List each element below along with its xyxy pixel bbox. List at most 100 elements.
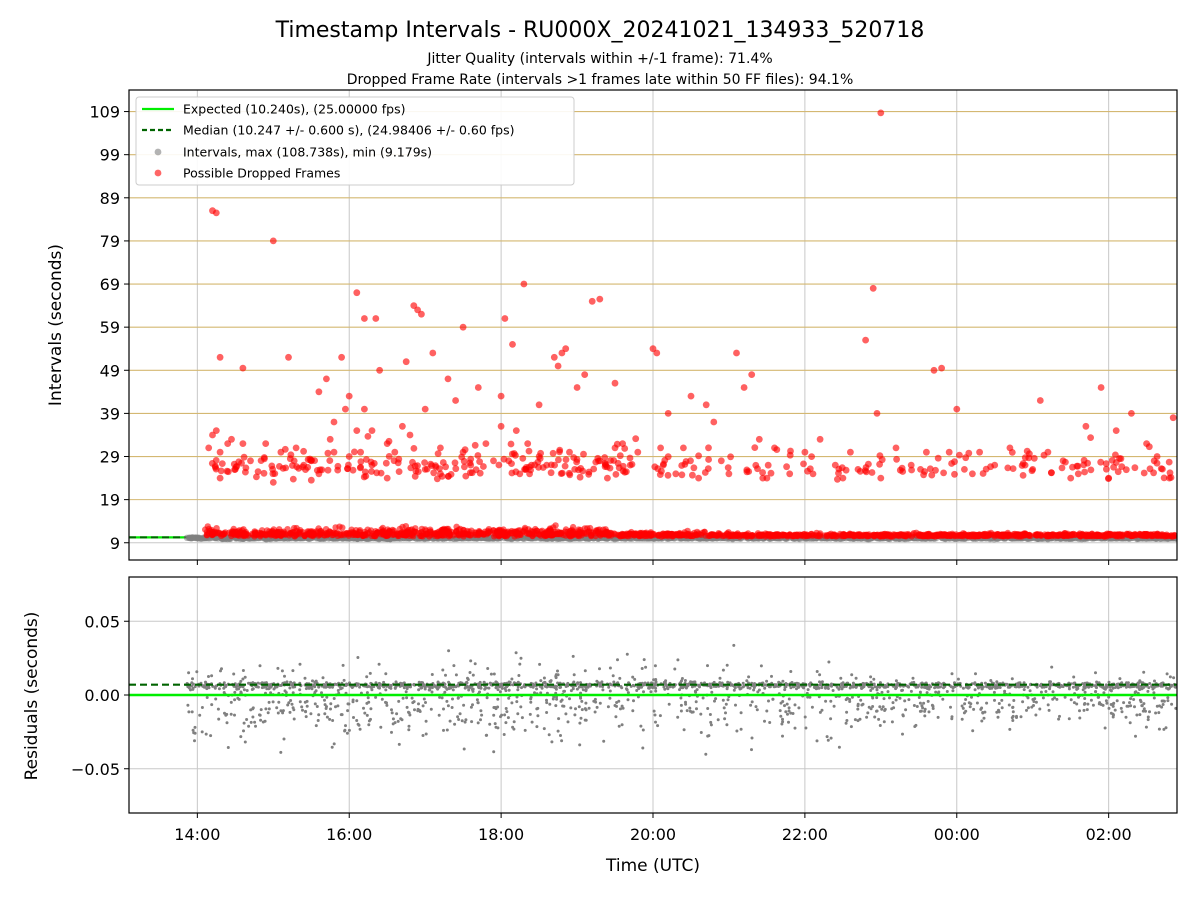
dropped-frame-point — [581, 371, 589, 378]
residual-point — [1101, 703, 1105, 707]
top-y-tick-label: 49 — [100, 361, 120, 380]
dropped-frame-point — [702, 401, 710, 409]
dropped-frame-point — [212, 465, 220, 473]
dropped-frame-point — [664, 471, 672, 479]
residual-points — [185, 643, 1177, 756]
residual-point — [654, 689, 658, 693]
residual-point — [594, 700, 598, 704]
residual-point — [992, 690, 996, 694]
residual-point — [903, 699, 907, 703]
dropped-frame-point — [892, 444, 900, 452]
dropped-frame-point — [1064, 531, 1071, 539]
residual-point — [542, 727, 546, 731]
residual-point — [1098, 701, 1102, 705]
residual-point — [739, 727, 743, 731]
dropped-frame-point — [1146, 465, 1154, 473]
dropped-frame-point — [473, 531, 480, 538]
residual-point — [571, 654, 575, 658]
dropped-frame-point — [357, 458, 365, 465]
residual-point — [190, 710, 194, 714]
dropped-frame-point — [965, 449, 973, 457]
dropped-frame-point — [754, 465, 761, 473]
residual-point — [289, 699, 293, 702]
residual-point — [264, 707, 268, 711]
dropped-frame-point — [1068, 531, 1076, 538]
top-y-tick-label: 89 — [100, 189, 120, 208]
residual-point — [1048, 687, 1052, 691]
residual-point — [545, 711, 549, 714]
residual-point — [871, 686, 875, 690]
dropped-frame-point — [324, 466, 332, 474]
dropped-frame-point — [948, 460, 955, 467]
dropped-frame-point — [839, 474, 847, 482]
dropped-frame-point — [297, 527, 304, 534]
dropped-frame-point — [556, 448, 563, 456]
residual-point — [356, 656, 360, 659]
dropped-frame-point — [418, 310, 425, 318]
residual-point — [1154, 711, 1158, 715]
dropped-frame-point — [357, 448, 364, 456]
dropped-frame-point — [604, 474, 611, 482]
dropped-frame-point — [520, 528, 527, 536]
residual-point — [233, 698, 237, 702]
dropped-frame-point — [754, 530, 762, 537]
dropped-frame-point — [981, 532, 988, 539]
dropped-frame-point — [1114, 531, 1122, 539]
dropped-frame-point — [223, 467, 231, 475]
dropped-frame-point — [689, 471, 696, 479]
dropped-frame-point — [501, 529, 508, 536]
dropped-frame-point — [236, 527, 243, 534]
residual-point — [1126, 704, 1130, 708]
residual-point — [529, 697, 533, 701]
dropped-frame-point — [783, 463, 790, 471]
residual-point — [279, 750, 283, 754]
dropped-frame-point — [653, 349, 661, 357]
residual-point — [233, 713, 236, 717]
dropped-frame-point — [1131, 464, 1139, 472]
dropped-frame-point — [419, 533, 426, 540]
dropped-frame-point — [357, 463, 364, 471]
residual-point — [759, 664, 763, 668]
residual-point — [1133, 705, 1136, 709]
dropped-frame-point — [239, 364, 247, 372]
residual-point — [858, 717, 862, 721]
residual-point — [441, 668, 445, 672]
dropped-frame-point — [856, 468, 864, 475]
residual-point — [229, 700, 233, 704]
residual-point — [358, 685, 362, 689]
residual-point — [653, 664, 657, 668]
residual-point — [927, 710, 931, 714]
residual-point — [578, 721, 582, 725]
residual-point — [856, 707, 860, 711]
residual-point — [409, 685, 412, 689]
dropped-frame-point — [254, 468, 262, 475]
residual-point — [288, 686, 292, 690]
dropped-frame-point — [580, 450, 587, 458]
residual-point — [555, 695, 558, 699]
residual-point — [1118, 677, 1122, 681]
residual-point — [547, 733, 551, 737]
interval-point — [193, 534, 201, 542]
residual-point — [239, 679, 243, 683]
residual-point — [243, 675, 247, 679]
residual-point — [395, 712, 399, 716]
residual-point — [369, 707, 373, 711]
dropped-frame-point — [561, 462, 569, 470]
dropped-frame-point — [680, 444, 687, 452]
residual-point — [287, 701, 291, 705]
dropped-frame-point — [218, 460, 226, 467]
residual-point — [545, 698, 548, 702]
residual-point — [949, 705, 952, 709]
residual-point — [579, 716, 583, 720]
dropped-frame-point — [300, 447, 307, 455]
dropped-frame-point — [507, 440, 515, 448]
residual-point — [429, 707, 433, 711]
residual-point — [663, 687, 667, 691]
residual-point — [385, 703, 389, 707]
residual-point — [838, 685, 842, 689]
residual-point — [716, 718, 720, 722]
residual-point — [768, 721, 772, 724]
dropped-frame-point — [434, 450, 442, 457]
dropped-frame-point — [740, 384, 748, 391]
dropped-frame-point — [1112, 427, 1120, 434]
